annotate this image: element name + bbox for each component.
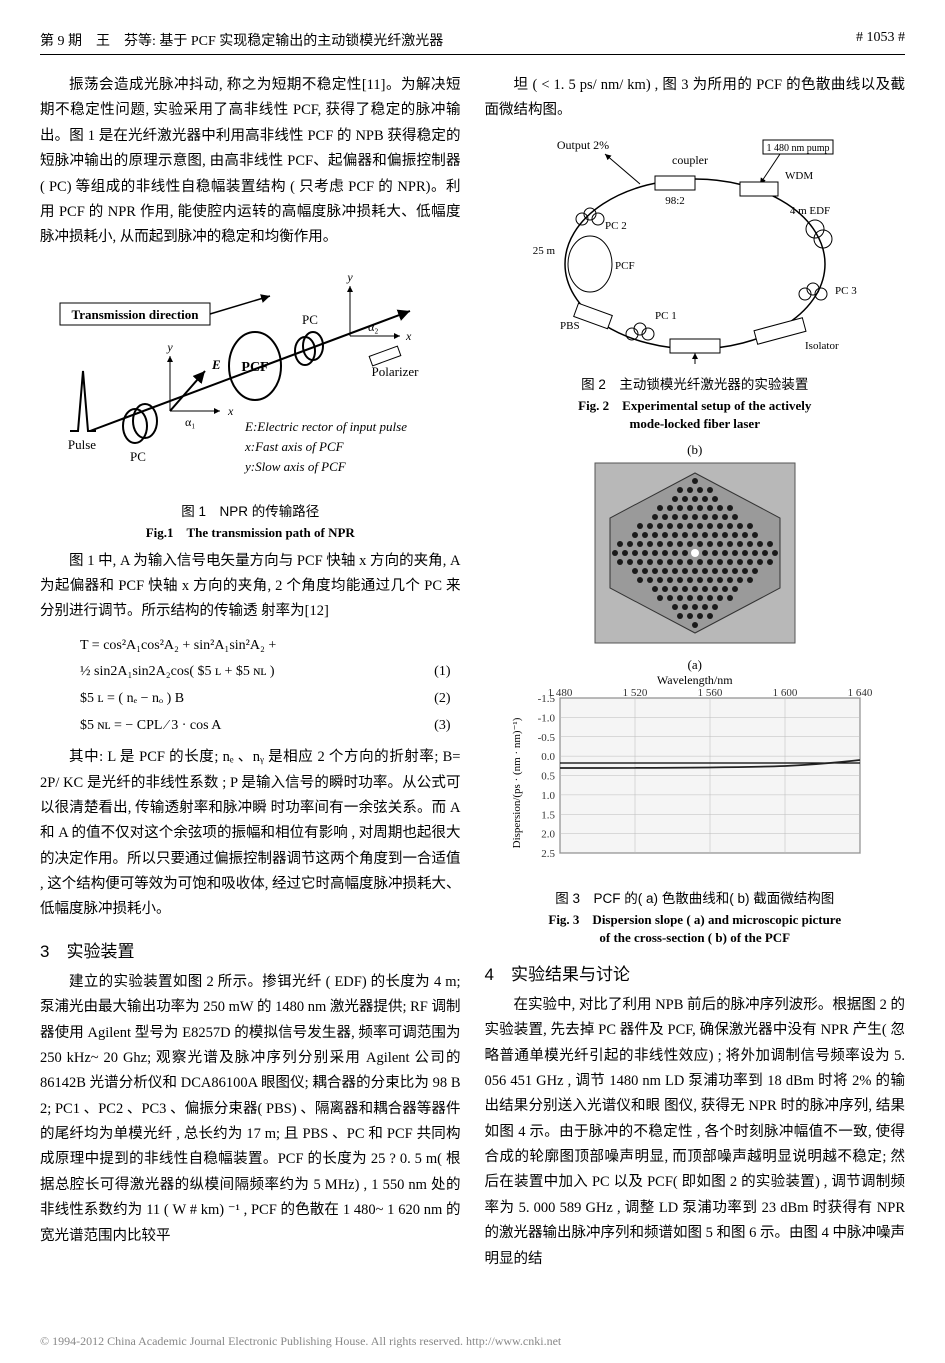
left-para-4: 建立的实验装置如图 2 所示。掺铒光纤 ( EDF) 的长度为 4 m; 泵浦光… (40, 970, 461, 1249)
svg-text:1 640: 1 640 (847, 688, 872, 699)
svg-text:1 480 nm pump: 1 480 nm pump (766, 143, 829, 154)
fig3-caption-cn: 图 3 PCF 的( a) 色散曲线和( b) 截面微结构图 (485, 887, 906, 907)
eq-line3: $5 ʟ = ( nₑ − nₒ ) B (80, 686, 184, 713)
equations: T = cos²A₁cos²A₂ + sin²A₁sin²A₂ + ½ sin2… (80, 633, 461, 739)
svg-text:-1.5: -1.5 (537, 693, 555, 705)
eq-num-1: (1) (434, 659, 450, 686)
figure-2: Output 2% coupler 98:2 1 480 nm pump WDM… (485, 134, 906, 432)
svg-text:E:Electric rector of input pul: E:Electric rector of input pulse (244, 419, 407, 434)
svg-text:-0.5: -0.5 (537, 732, 555, 744)
fig3-caption-en: Fig. 3 Dispersion slope ( a) and microsc… (485, 909, 906, 928)
svg-text:x: x (227, 404, 234, 418)
svg-text:PCF: PCF (615, 260, 635, 272)
fig3-panel-a-label: (a) (485, 657, 906, 673)
left-para-2: 图 1 中, A 为输入信号电矢量方向与 PCF 快轴 x 方向的夹角, A 为… (40, 549, 461, 625)
right-para-1: 坦 ( < 1. 5 ps/ nm/ km) , 图 3 为所用的 PCF 的色… (485, 73, 906, 124)
svg-text:2.0: 2.0 (541, 828, 555, 840)
fig2-caption-en: Fig. 2 Experimental setup of the activel… (485, 395, 906, 414)
svg-text:PC 2: PC 2 (605, 220, 627, 232)
fig3-chart: 1 4801 5201 5601 6001 640 -1.5-1.0-0.50.… (505, 688, 885, 878)
fig1-caption-en: Fig.1 The transmission path of NPR (40, 522, 461, 541)
svg-text:Polarizer: Polarizer (372, 364, 420, 379)
fig3-hexagon (585, 458, 805, 648)
svg-text:1.5: 1.5 (541, 809, 555, 821)
svg-text:0.0: 0.0 (541, 751, 555, 763)
svg-text:x:Fast axis of PCF: x:Fast axis of PCF (244, 439, 345, 454)
svg-text:1 520: 1 520 (622, 688, 647, 699)
svg-text:y: y (167, 340, 174, 354)
svg-text:PC: PC (130, 449, 146, 464)
eq-line2: ½ sin2A₁sin2A₂cos( $5 ʟ + $5 ɴʟ ) (80, 659, 275, 686)
two-column-layout: 振荡会造成光脉冲抖动, 称之为短期不稳定性[11]。为解决短期不稳定性问题, 实… (40, 73, 905, 1276)
section-3-heading: 3 实验装置 (40, 937, 461, 962)
svg-text:Output 2%: Output 2% (557, 138, 609, 152)
page-footer: © 1994-2012 China Academic Journal Elect… (40, 1334, 905, 1349)
svg-text:Transmission direction: Transmission direction (72, 307, 200, 322)
left-para-3: 其中: L 是 PCF 的长度; nₑ 、nᵧ 是相应 2 个方向的折射率; B… (40, 745, 461, 923)
svg-text:coupler: coupler (672, 153, 708, 167)
figure-1-svg: Transmission direction Pulse PC y x E α₁ (50, 261, 450, 491)
svg-text:PC: PC (302, 312, 318, 327)
eq-line1: T = cos²A₁cos²A₂ + sin²A₁sin²A₂ + (80, 633, 276, 660)
page-header: 第 9 期 王 芬等: 基于 PCF 实现稳定输出的主动锁模光纤激光器 # 10… (40, 30, 905, 55)
figure-2-svg: Output 2% coupler 98:2 1 480 nm pump WDM… (505, 134, 885, 364)
svg-text:0.5: 0.5 (541, 770, 555, 782)
svg-text:Pulse: Pulse (68, 437, 96, 452)
fig3-panel-b-label: (b) (485, 442, 906, 458)
svg-text:2.5: 2.5 (541, 848, 555, 860)
svg-text:1 560: 1 560 (697, 688, 722, 699)
header-left: 第 9 期 王 芬等: 基于 PCF 实现稳定输出的主动锁模光纤激光器 (40, 30, 443, 50)
svg-text:Dispersion/(ps · (nm · nm)⁻¹): Dispersion/(ps · (nm · nm)⁻¹) (511, 717, 523, 848)
svg-text:PC 1: PC 1 (655, 310, 677, 322)
left-para-1: 振荡会造成光脉冲抖动, 称之为短期不稳定性[11]。为解决短期不稳定性问题, 实… (40, 73, 461, 251)
svg-text:4 m EDF: 4 m EDF (790, 205, 830, 217)
fig2-caption-cn: 图 2 主动锁模光纤激光器的实验装置 (485, 373, 906, 393)
fig3-caption-en2: of the cross-section ( b) of the PCF (485, 930, 906, 946)
eq-num-3: (3) (434, 713, 450, 740)
svg-text:-1.0: -1.0 (537, 712, 555, 724)
svg-text:E: E (211, 357, 221, 372)
svg-text:98:2: 98:2 (665, 195, 685, 207)
svg-text:α₁: α₁ (185, 415, 195, 429)
svg-text:PBS: PBS (560, 320, 580, 332)
svg-text:PC 3: PC 3 (835, 285, 857, 297)
svg-text:α₂: α₂ (368, 320, 378, 334)
eq-line4: $5 ɴʟ = − CPL ⁄ 3 · cos A (80, 713, 221, 740)
svg-text:25 m: 25 m (532, 245, 555, 257)
right-para-2: 在实验中, 对比了利用 NPB 前后的脉冲序列波形。根据图 2 的实验装置, 先… (485, 993, 906, 1272)
fig1-caption-cn: 图 1 NPR 的传输路径 (40, 500, 461, 520)
svg-text:y:Slow axis of PCF: y:Slow axis of PCF (243, 459, 347, 474)
section-4-heading: 4 实验结果与讨论 (485, 960, 906, 985)
left-column: 振荡会造成光脉冲抖动, 称之为短期不稳定性[11]。为解决短期不稳定性问题, 实… (40, 73, 461, 1276)
figure-1: Transmission direction Pulse PC y x E α₁ (40, 261, 461, 541)
svg-text:WDM: WDM (785, 170, 813, 182)
svg-text:y: y (347, 270, 354, 284)
svg-text:x: x (405, 329, 412, 343)
right-column: 坦 ( < 1. 5 ps/ nm/ km) , 图 3 为所用的 PCF 的色… (485, 73, 906, 1276)
svg-text:1.0: 1.0 (541, 790, 555, 802)
fig2-caption-en2: mode-locked fiber laser (485, 416, 906, 432)
figure-3: (b) (a) Wavelength/nm 1 4801 5201 5601 6… (485, 442, 906, 946)
fig3-xaxis-label: Wavelength/nm (485, 673, 906, 688)
eq-num-2: (2) (434, 686, 450, 713)
svg-text:Isolator: Isolator (805, 340, 839, 352)
svg-text:PCF: PCF (242, 360, 269, 375)
svg-text:1 600: 1 600 (772, 688, 797, 699)
header-right: # 1053 # (856, 30, 905, 50)
